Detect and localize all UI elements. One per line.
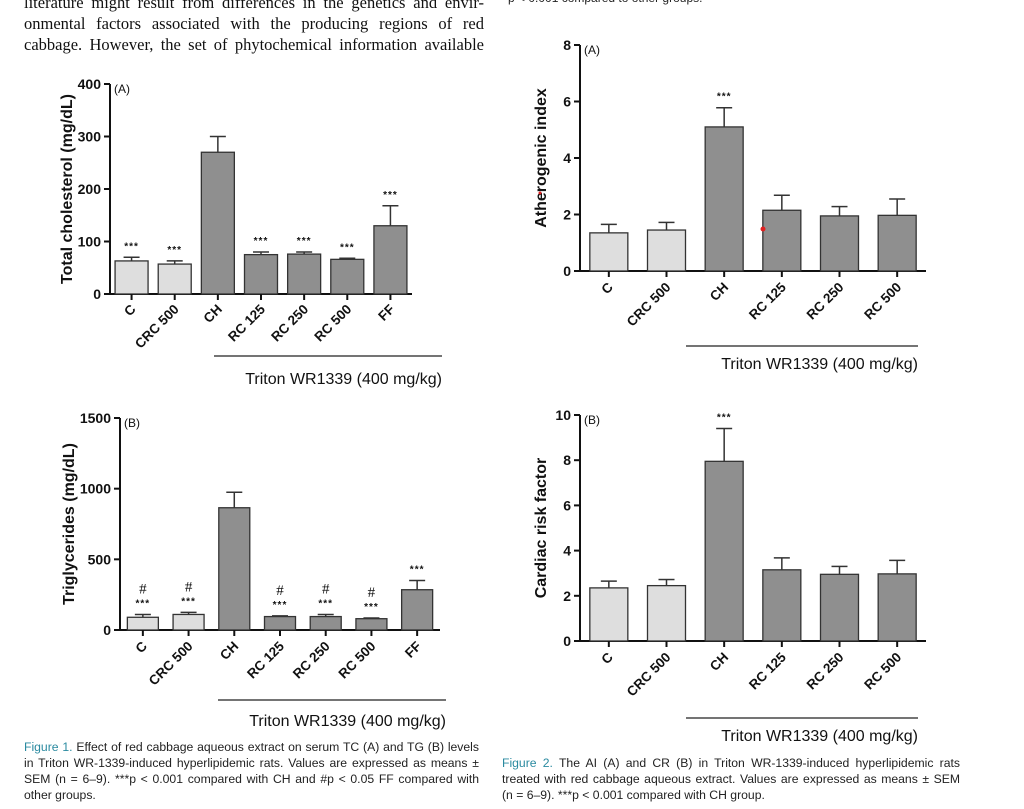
top-right-text: p < 0.001 compared to other groups.: [508, 0, 702, 5]
significance-marker: ***: [364, 602, 379, 613]
significance-marker: ***: [410, 565, 425, 576]
body-text-line: onmental factors associated with the pro…: [24, 14, 484, 33]
figure-2-label: Figure 2.: [502, 756, 553, 770]
panel-label: (B): [584, 413, 600, 427]
y-tick-label: 1500: [80, 410, 111, 426]
panel-label: (B): [124, 416, 140, 430]
group-bracket-label: Triton WR1339 (400 mg/kg): [245, 371, 442, 388]
bar: [762, 209, 802, 272]
bar: [330, 258, 365, 295]
figure-1-caption: Figure 1. Effect of red cabbage aqueous …: [24, 739, 479, 803]
bar: [819, 573, 860, 642]
y-tick-label: 500: [88, 551, 112, 567]
figure-1-label: Figure 1.: [24, 740, 73, 754]
hash-marker: #: [185, 579, 193, 595]
significance-marker: ***: [273, 600, 288, 611]
significance-marker: ***: [717, 413, 732, 424]
body-text: literature might result from differences…: [24, 0, 484, 55]
significance-marker: ***: [136, 598, 151, 609]
y-tick-label: 2: [563, 588, 571, 604]
body-text-line: literature might result from differences…: [24, 0, 484, 12]
significance-marker: ***: [340, 242, 355, 253]
y-tick-label: 200: [78, 181, 102, 197]
y-tick-label: 0: [563, 633, 571, 649]
y-tick-label: 4: [563, 150, 571, 166]
y-axis-label: Cardiac risk factor: [533, 458, 550, 599]
bar: [218, 507, 251, 631]
bar: [646, 584, 687, 642]
y-axis-label: Triglycerides (mg/dL): [61, 443, 78, 605]
hash-marker: #: [368, 585, 376, 601]
bar: [762, 569, 802, 642]
significance-marker: ***: [181, 596, 196, 607]
bar: [373, 225, 408, 295]
red-marker-dot: [760, 226, 766, 232]
bar: [286, 253, 322, 295]
red-marker-dot: [538, 191, 542, 195]
bar: [589, 587, 629, 642]
y-tick-label: 6: [563, 94, 571, 110]
bar: [157, 263, 192, 295]
category-label: CH: [707, 650, 731, 674]
category-label: CRC 500: [624, 650, 674, 700]
bar: [400, 589, 434, 631]
y-axis-label: Atherogenic index: [533, 88, 550, 228]
significance-marker: ***: [717, 92, 732, 103]
y-tick-label: 0: [563, 263, 571, 279]
figure-2-caption: Figure 2. The AI (A) and CR (B) in Trito…: [502, 755, 960, 803]
y-tick-label: 1000: [80, 481, 111, 497]
y-tick-label: 10: [555, 407, 571, 423]
hash-marker: #: [322, 581, 330, 597]
category-label: RC 125: [746, 649, 789, 692]
bar: [589, 232, 629, 272]
bar: [646, 229, 687, 272]
bar: [819, 215, 860, 272]
significance-marker: ***: [318, 598, 333, 609]
group-bracket-label: Triton WR1339 (400 mg/kg): [249, 713, 446, 730]
y-tick-label: 0: [103, 622, 111, 638]
group-bracket-label: Triton WR1339 (400 mg/kg): [721, 356, 918, 373]
category-label: C: [598, 649, 616, 667]
panel-label: (A): [114, 82, 130, 96]
y-tick-label: 4: [563, 543, 571, 559]
bar: [704, 126, 744, 272]
y-tick-label: 100: [78, 234, 102, 250]
bar: [200, 151, 236, 295]
bar: [877, 214, 917, 272]
hash-marker: #: [276, 583, 284, 599]
y-tick-label: 400: [78, 76, 102, 92]
significance-marker: ***: [254, 236, 269, 247]
significance-marker: ***: [124, 241, 139, 252]
y-tick-label: 300: [78, 129, 102, 145]
significance-marker: ***: [383, 190, 398, 201]
significance-marker: ***: [167, 245, 182, 256]
y-tick-label: 6: [563, 497, 571, 513]
bar: [243, 253, 279, 295]
y-axis-label: Total cholesterol (mg/dL): [59, 94, 76, 284]
y-tick-label: 8: [563, 452, 571, 468]
category-label: RC 250: [804, 650, 847, 693]
bar: [877, 573, 917, 642]
y-tick-label: 0: [93, 286, 101, 302]
y-tick-label: 2: [563, 207, 571, 223]
figure-1-text: Effect of red cabbage aqueous extract on…: [24, 740, 479, 802]
bar: [704, 460, 744, 642]
panel-label: (A): [584, 43, 600, 57]
significance-marker: ***: [297, 236, 312, 247]
group-bracket-label: Triton WR1339 (400 mg/kg): [721, 728, 918, 745]
hash-marker: #: [139, 581, 147, 597]
body-text-line: cabbage. However, the set of phytochemic…: [24, 35, 484, 54]
category-label: RC 500: [861, 650, 904, 693]
figure-2-text: The AI (A) and CR (B) in Triton WR-1339-…: [502, 756, 960, 802]
y-tick-label: 8: [563, 37, 571, 53]
